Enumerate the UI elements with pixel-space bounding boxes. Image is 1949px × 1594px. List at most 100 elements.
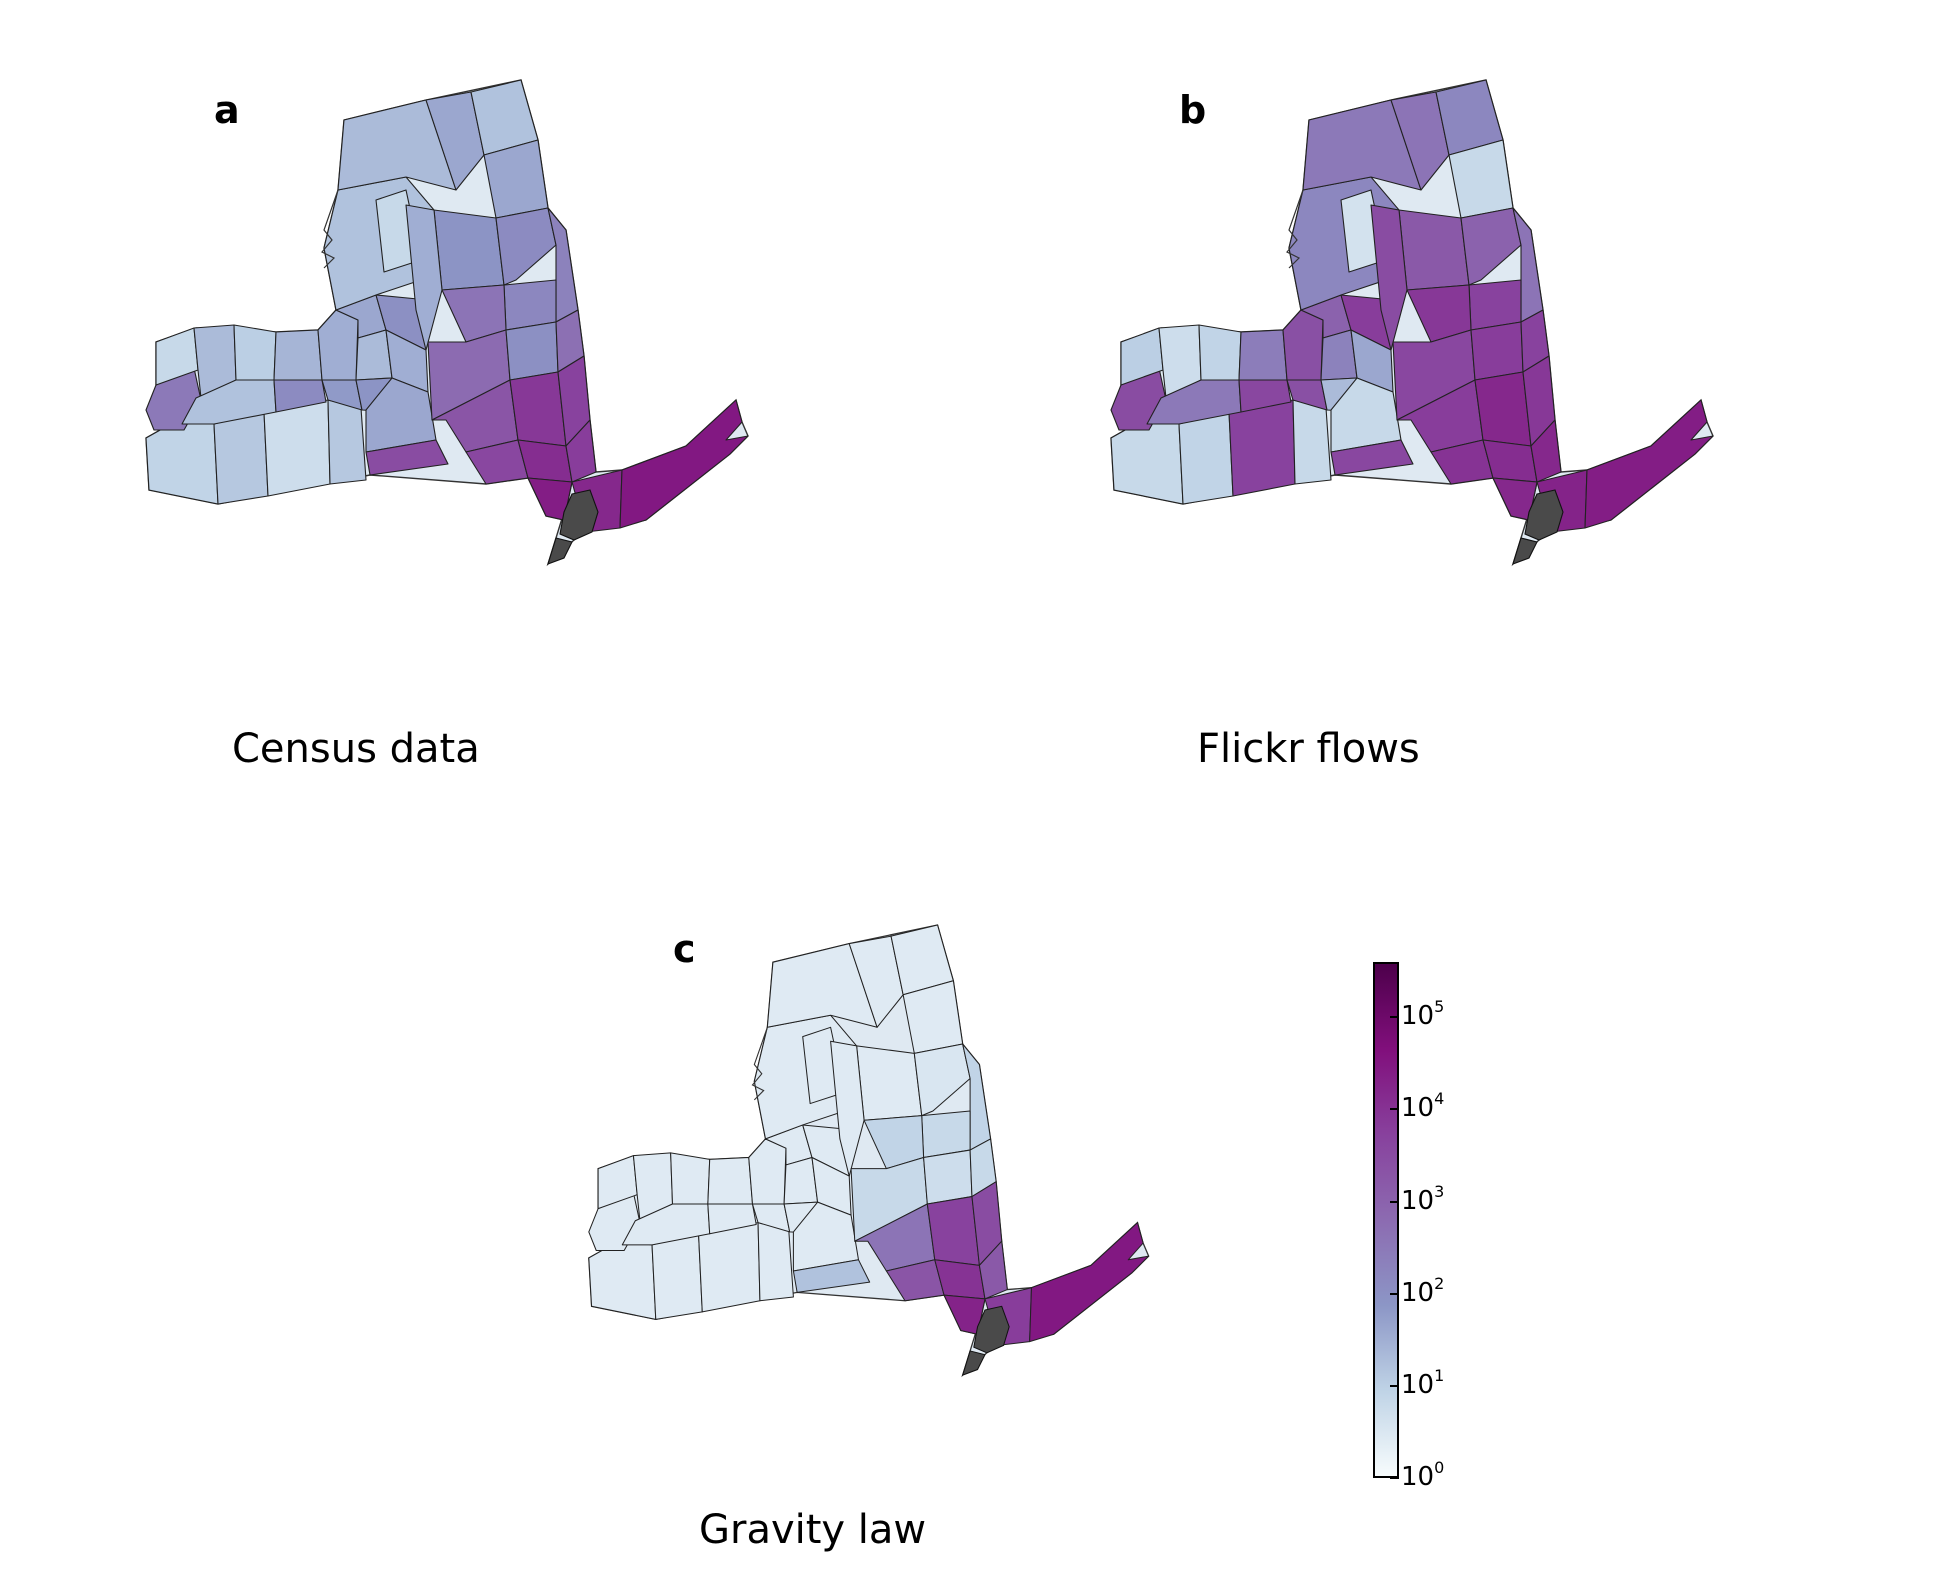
county-north-6 [856,1045,923,1121]
ny-county-map [1110,79,1714,567]
lake-shoreline [321,189,339,269]
map-panel-b: b Flickr flows [1055,79,1935,772]
tick-base: 10 [1401,1185,1435,1216]
county-group [145,79,749,567]
county-east-0 [921,1110,971,1159]
colorbar-tick-label: 105 [1401,997,1444,1031]
county-west-1 [651,1233,703,1320]
county-north-7 [1370,204,1408,351]
county-group [588,924,1150,1378]
county-north-8 [495,207,557,286]
tick-exponent: 4 [1434,1089,1445,1109]
ny-county-map [588,924,1150,1378]
tick-exponent: 2 [1434,1273,1445,1293]
panel-caption: Flickr flows [1197,726,1420,772]
county-east-0 [1468,279,1522,331]
county-central-1 [748,1138,787,1205]
county-north-6 [1398,209,1470,291]
colorbar [1373,962,1399,1478]
county-nyc [547,489,599,565]
county-south-7 [565,419,597,483]
county-central-2 [707,1203,757,1235]
tick-base: 10 [1401,1093,1435,1124]
county-east-3 [505,321,559,381]
panel-letter: c [673,927,696,971]
tick-exponent: 0 [1434,1458,1445,1477]
panel-caption: Census data [232,726,480,772]
county-nyc [1512,489,1564,565]
lake-shoreline [751,1027,768,1101]
county-long_island-1 [1584,399,1714,529]
county-south-6 [1330,439,1414,476]
panel-caption: Gravity law [699,1507,927,1553]
county-west-2 [1228,399,1296,497]
county-west-2 [698,1222,761,1313]
panel-letter: b [1179,88,1207,132]
county-south-2 [1474,371,1532,447]
colorbar-tick-label: 101 [1401,1366,1444,1400]
panel-letter: a [214,88,240,132]
county-west-7 [1198,324,1242,381]
tick-base: 10 [1401,1462,1435,1492]
tick-base: 10 [1401,1001,1435,1032]
tick-exponent: 1 [1434,1365,1445,1385]
county-central-2 [1238,379,1292,413]
county-central-2 [273,379,327,413]
county-west-0 [145,419,219,505]
colorbar-tick-mark [1390,1477,1399,1479]
county-central-0 [273,329,323,381]
county-east-3 [1470,321,1524,381]
county-central-0 [707,1156,753,1205]
county-long_island-1 [1029,1222,1150,1343]
county-west-1 [1178,411,1234,505]
county-north-7 [830,1040,865,1177]
county-central-0 [1238,329,1288,381]
county-west-1 [213,411,269,505]
county-north-7 [405,204,443,351]
tick-exponent: 5 [1434,997,1445,1017]
ny-county-map [145,79,749,567]
county-west-3 [757,1222,794,1302]
colorbar-tick-mark [1390,1384,1399,1387]
county-east-0 [503,279,557,331]
colorbar-tick-label: 102 [1401,1274,1444,1308]
county-north-6 [433,209,505,291]
map-panel-a: a Census data [90,79,970,772]
tick-exponent: 3 [1434,1181,1445,1201]
county-north-8 [1460,207,1522,286]
county-long_island-1 [619,399,749,529]
county-group [1110,79,1714,567]
tick-base: 10 [1401,1369,1435,1400]
county-west-2 [263,399,331,497]
colorbar-tick-mark [1390,1108,1399,1111]
county-central-1 [317,309,359,381]
county-south-7 [1530,419,1562,483]
colorbar-tick-label: 104 [1401,1089,1444,1123]
county-west-3 [1292,399,1332,485]
county-west-7 [670,1152,711,1205]
county-south-2 [509,371,567,447]
county-south-6 [792,1259,871,1293]
county-north-1 [1302,99,1422,191]
county-west-7 [233,324,277,381]
county-south-7 [978,1240,1008,1300]
county-north-8 [913,1043,971,1117]
tick-base: 10 [1401,1277,1435,1308]
colorbar-tick-mark [1390,1200,1399,1203]
colorbar-tick-mark [1390,1016,1399,1019]
county-west-0 [1110,419,1184,505]
county-east-3 [923,1149,973,1205]
county-north-1 [766,943,878,1028]
colorbar-tick-label: 100 [1401,1458,1444,1492]
county-south-6 [365,439,449,476]
county-central-1 [1282,309,1324,381]
lake-shoreline [1286,189,1304,269]
colorbar-tick-label: 103 [1401,1182,1444,1216]
colorbar-tick-mark [1390,1292,1399,1295]
map-panel-c: c Gravity law [567,924,1447,1585]
county-nyc [961,1305,1010,1376]
county-west-3 [327,399,367,485]
county-south-2 [926,1196,980,1266]
county-north-1 [337,99,457,191]
county-west-0 [588,1240,657,1320]
